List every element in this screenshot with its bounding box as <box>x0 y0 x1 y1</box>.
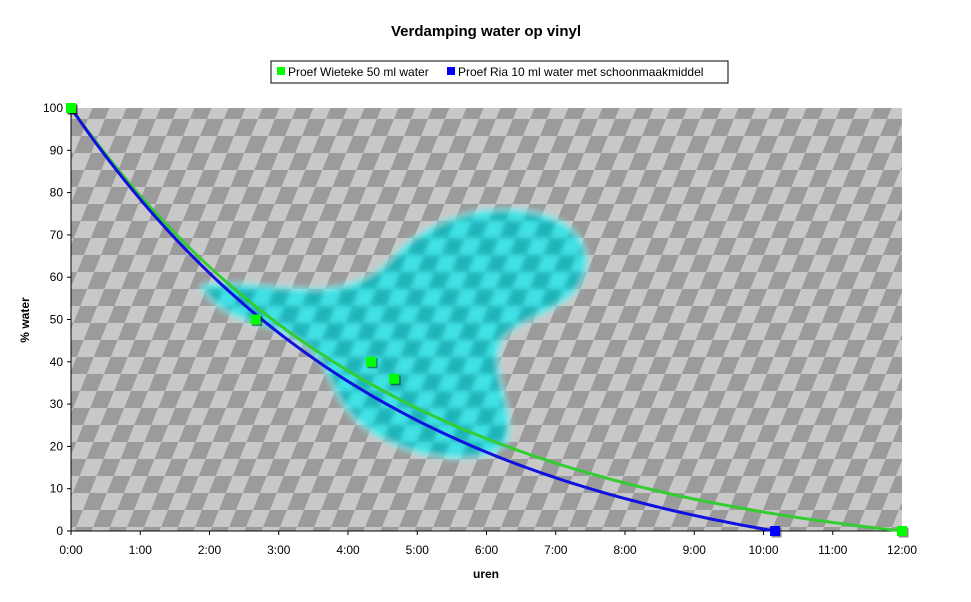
legend-label-ria: Proef Ria 10 ml water met schoonmaakmidd… <box>458 65 703 79</box>
y-tick-label: 90 <box>50 143 64 157</box>
chart-title: Verdamping water op vinyl <box>391 23 581 40</box>
x-axis-ticks: 0:00 1:00 2:00 3:00 4:00 5:00 6:00 7:00 8:00 9:00… <box>59 531 917 557</box>
x-tick-label: 6:00 <box>475 543 499 557</box>
x-tick-label: 1:00 <box>129 543 153 557</box>
data-point-wieteke <box>66 103 76 113</box>
data-point-wieteke <box>250 314 261 325</box>
legend-marker-wieteke <box>277 67 285 75</box>
legend-marker-ria <box>447 67 455 75</box>
series-layer <box>66 103 909 538</box>
x-axis-label: uren <box>473 567 499 581</box>
x-tick-label: 3:00 <box>267 543 291 557</box>
y-tick-label: 60 <box>50 270 64 284</box>
y-tick-label: 80 <box>50 186 64 200</box>
x-tick-label: 5:00 <box>406 543 430 557</box>
legend: Proef Wieteke 50 ml water Proef Ria 10 m… <box>270 60 729 84</box>
y-tick-label: 0 <box>56 524 63 538</box>
legend-label-wieteke: Proef Wieteke 50 ml water <box>288 65 429 79</box>
data-point-wieteke <box>897 526 907 536</box>
data-point-ria <box>770 526 781 536</box>
x-tick-label: 8:00 <box>613 543 637 557</box>
x-tick-label: 2:00 <box>198 543 222 557</box>
y-tick-label: 50 <box>50 313 64 327</box>
data-point-wieteke <box>366 356 377 367</box>
y-tick-label: 10 <box>50 482 64 496</box>
x-tick-label: 10:00 <box>748 543 778 557</box>
legend-box <box>270 60 729 84</box>
y-axis-ticks: 0 10 20 30 40 50 60 70 80 90 100 <box>43 101 71 538</box>
y-tick-label: 70 <box>50 228 64 242</box>
y-tick-label: 20 <box>50 439 64 453</box>
x-tick-label: 0:00 <box>59 543 83 557</box>
y-tick-label: 100 <box>43 101 63 115</box>
plot-area <box>71 108 902 531</box>
trendline-wieteke <box>69 106 904 533</box>
x-tick-label: 9:00 <box>683 543 707 557</box>
x-tick-label: 7:00 <box>544 543 568 557</box>
data-point-wieteke <box>389 373 400 384</box>
x-tick-label: 12:00 <box>887 543 917 557</box>
x-tick-label: 11:00 <box>818 543 847 557</box>
trendline-ria <box>69 106 777 533</box>
y-axis-label: % water <box>18 297 32 343</box>
water-puddle <box>199 207 589 460</box>
y-tick-label: 30 <box>50 397 64 411</box>
y-tick-label: 40 <box>50 355 64 369</box>
x-tick-label: 4:00 <box>336 543 360 557</box>
